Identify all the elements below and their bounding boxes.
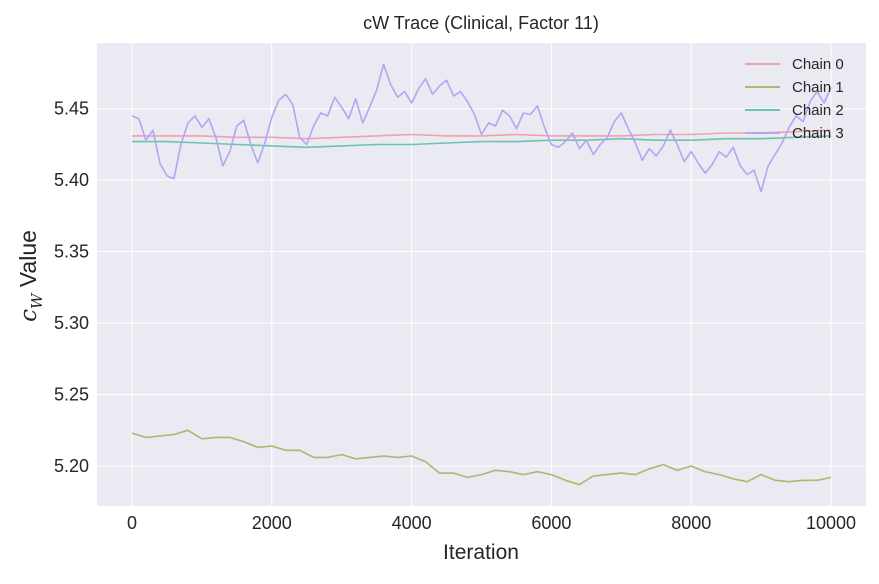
x-tick-label: 8000 (671, 513, 711, 533)
y-tick-labels: 5.20 5.25 5.30 5.35 5.40 5.45 (54, 99, 89, 476)
x-tick-label: 2000 (252, 513, 292, 533)
y-tick-label: 5.25 (54, 385, 89, 405)
legend: Chain 0 Chain 1 Chain 2 Chain 3 (745, 56, 844, 142)
x-tick-labels: 0 2000 4000 6000 8000 10000 (127, 513, 856, 533)
x-tick-label: 0 (127, 513, 137, 533)
y-tick-label: 5.40 (54, 170, 89, 190)
x-tick-label: 10000 (806, 513, 856, 533)
series-lines (131, 63, 832, 486)
y-axis-label-text: Value (15, 230, 41, 294)
chart-title: cW Trace (Clinical, Factor 11) (363, 13, 599, 33)
legend-label-chain-1: Chain 1 (792, 79, 844, 96)
legend-label-chain-3: Chain 3 (792, 125, 844, 142)
legend-label-chain-2: Chain 2 (792, 102, 844, 119)
y-axis-label-symbol: c (16, 309, 42, 322)
series-line-chain-3 (131, 63, 832, 193)
series-line-chain-2 (132, 135, 832, 149)
y-tick-label: 5.30 (54, 313, 89, 333)
y-tick-label: 5.35 (54, 242, 89, 262)
x-tick-label: 6000 (531, 513, 571, 533)
series-line-chain-1 (131, 429, 832, 486)
x-tick-label: 4000 (392, 513, 432, 533)
legend-label-chain-0: Chain 0 (792, 56, 844, 73)
plot-area (97, 43, 866, 506)
y-tick-label: 5.20 (54, 456, 89, 476)
y-axis-label-subscript: W (28, 292, 46, 309)
x-axis-label: Iteration (443, 541, 519, 564)
grid (97, 43, 866, 506)
y-axis-label: cW Value (15, 230, 46, 322)
y-tick-label: 5.45 (54, 99, 89, 119)
